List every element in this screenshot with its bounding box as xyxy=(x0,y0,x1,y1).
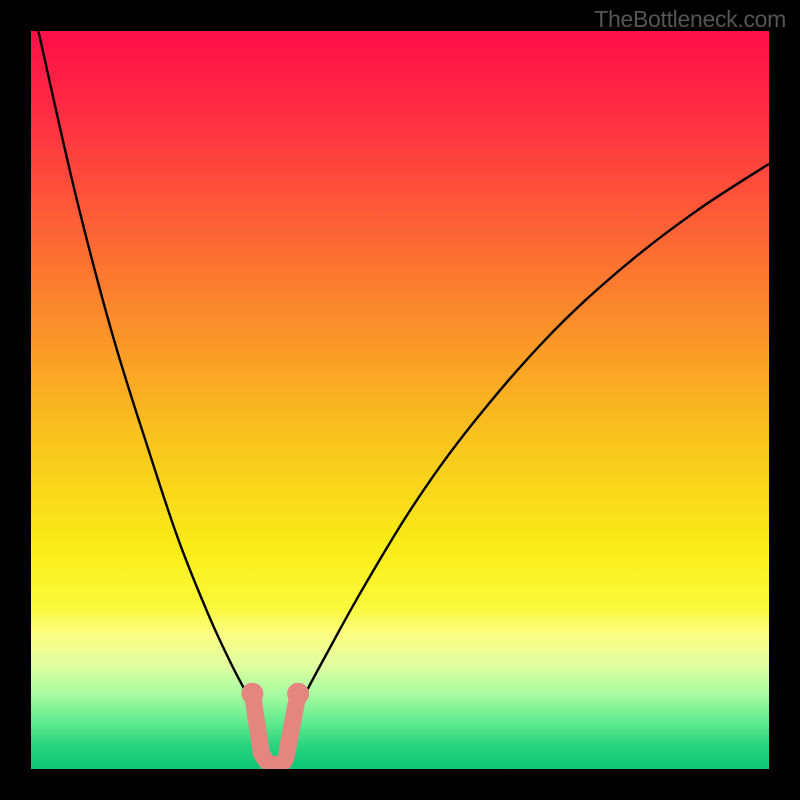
curve-left-branch xyxy=(38,31,256,710)
valley-left-top-cap xyxy=(241,683,263,705)
valley-right-top-cap xyxy=(287,683,309,705)
curve-layer xyxy=(31,31,769,769)
plot-area xyxy=(31,31,769,769)
curve-right-branch xyxy=(297,164,769,710)
watermark-text: TheBottleneck.com xyxy=(594,6,786,33)
